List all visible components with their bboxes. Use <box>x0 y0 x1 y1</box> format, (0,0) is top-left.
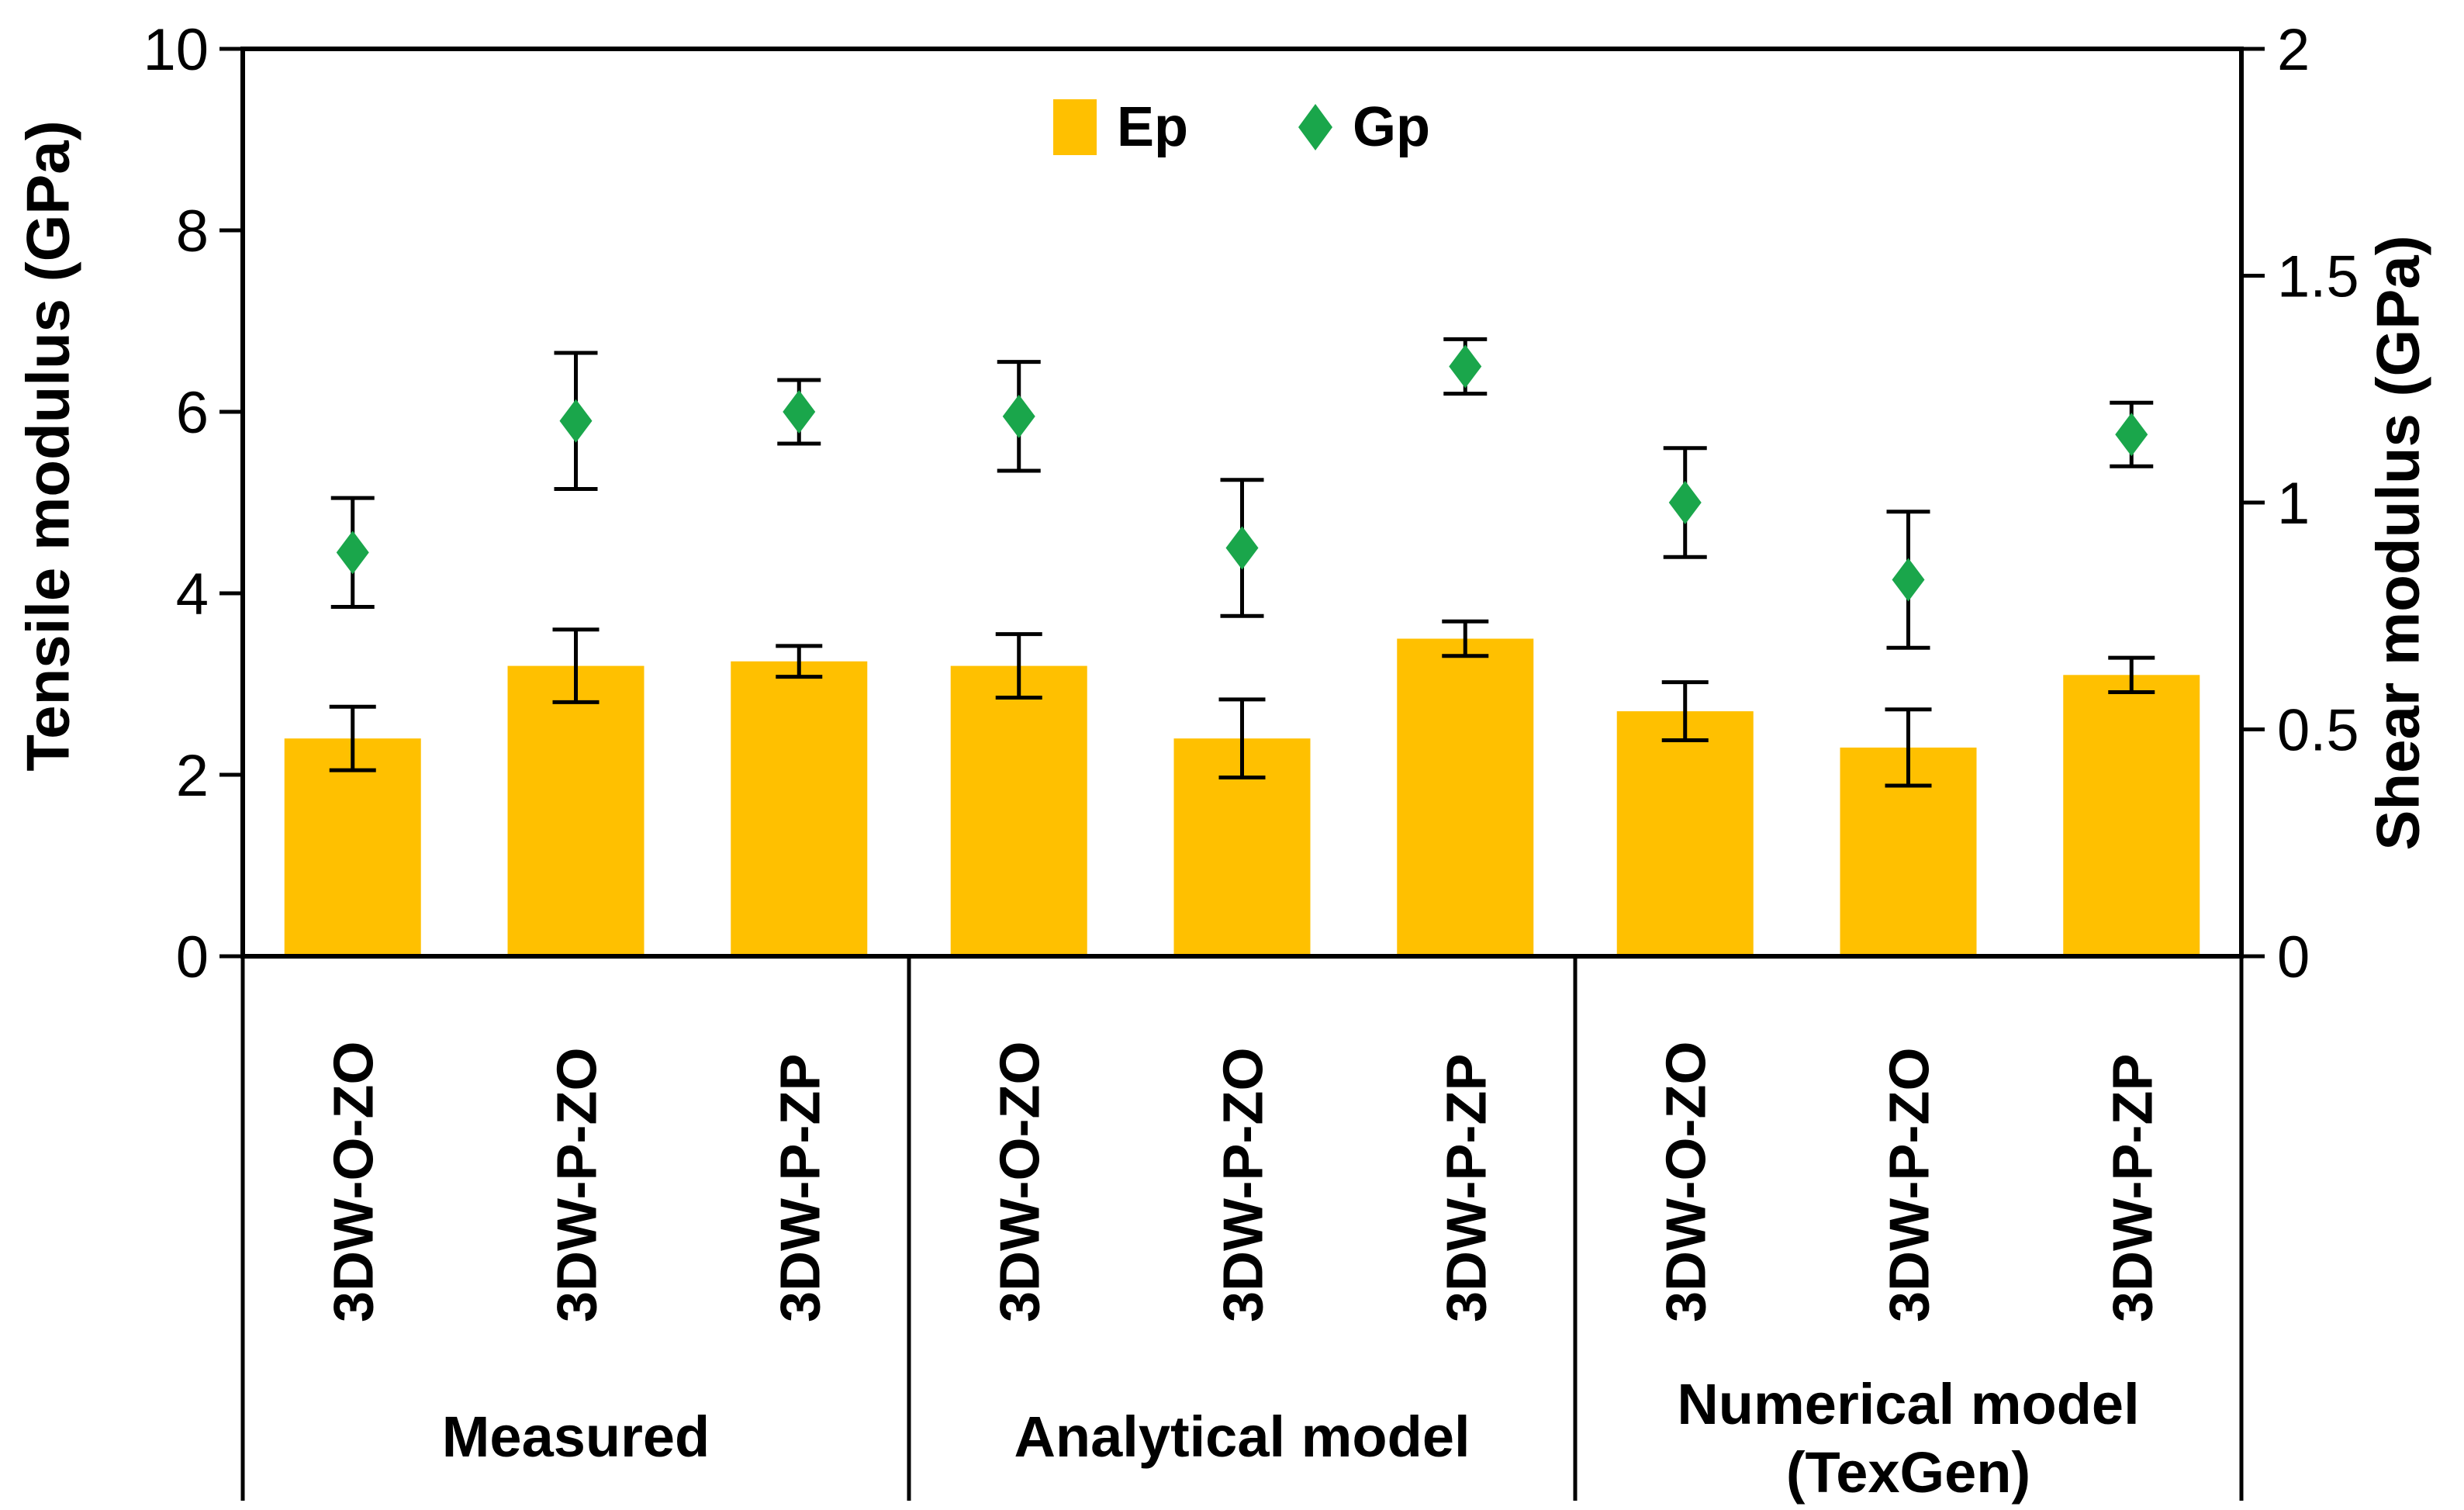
right-tick-label: 1 <box>2277 471 2310 537</box>
category-label: 3DW-P-ZP <box>769 1053 831 1322</box>
category-label: 3DW-P-ZO <box>547 1047 609 1322</box>
bar-ep <box>950 665 1087 956</box>
legend-gp-label: Gp <box>1353 96 1430 158</box>
legend-ep-square-swatch <box>1053 99 1097 155</box>
bar-ep <box>1616 711 1754 956</box>
left-tick-label: 0 <box>176 924 209 990</box>
left-axis-title: Tensile modulus (GPa) <box>13 120 82 772</box>
bar-ep <box>2063 675 2200 956</box>
category-label: 3DW-O-ZO <box>990 1042 1052 1323</box>
marker-gp-diamond <box>1225 526 1259 570</box>
group-label: Analytical model <box>1014 1405 1470 1469</box>
group-label: Measured <box>442 1405 710 1469</box>
left-tick-label: 2 <box>176 743 209 809</box>
marker-gp-diamond <box>2115 413 2148 457</box>
category-label: 3DW-P-ZO <box>1213 1047 1275 1322</box>
right-tick-label: 0 <box>2277 924 2310 990</box>
left-tick-label: 6 <box>176 380 209 446</box>
left-tick-label: 8 <box>176 199 209 264</box>
marker-gp-diamond <box>1892 558 1925 602</box>
bar-ep <box>1397 638 1534 956</box>
marker-gp-diamond <box>336 530 369 575</box>
bar-ep <box>284 738 421 956</box>
left-tick-label: 4 <box>176 561 209 627</box>
right-axis-title: Shear modulus (GPa) <box>2363 235 2432 851</box>
category-label: 3DW-O-ZO <box>1656 1042 1718 1323</box>
marker-gp-diamond <box>559 399 593 443</box>
legend: Ep Gp <box>1053 99 1430 155</box>
right-tick-label: 2 <box>2277 17 2310 83</box>
category-label: 3DW-P-ZP <box>1436 1053 1498 1322</box>
marker-gp-diamond <box>1002 394 1035 438</box>
legend-item-gp: Gp <box>1298 99 1430 155</box>
legend-ep-label: Ep <box>1117 96 1189 158</box>
right-tick-label: 0.5 <box>2277 698 2359 764</box>
marker-gp-diamond <box>1668 481 1702 524</box>
bar-ep <box>507 665 645 956</box>
bar-ep <box>731 661 868 956</box>
group-label: (TexGen) <box>1786 1440 2030 1505</box>
legend-item-ep: Ep <box>1053 99 1188 155</box>
category-label: 3DW-P-ZP <box>2102 1053 2164 1322</box>
category-label: 3DW-O-ZO <box>323 1042 385 1323</box>
marker-gp-diamond <box>783 390 816 434</box>
group-label: Numerical model <box>1677 1372 2139 1436</box>
right-tick-label: 1.5 <box>2277 244 2359 310</box>
legend-gp-diamond-swatch <box>1298 104 1333 150</box>
marker-gp-diamond <box>1449 344 1482 389</box>
category-label: 3DW-P-ZO <box>1879 1047 1941 1322</box>
left-tick-label: 10 <box>143 17 209 83</box>
